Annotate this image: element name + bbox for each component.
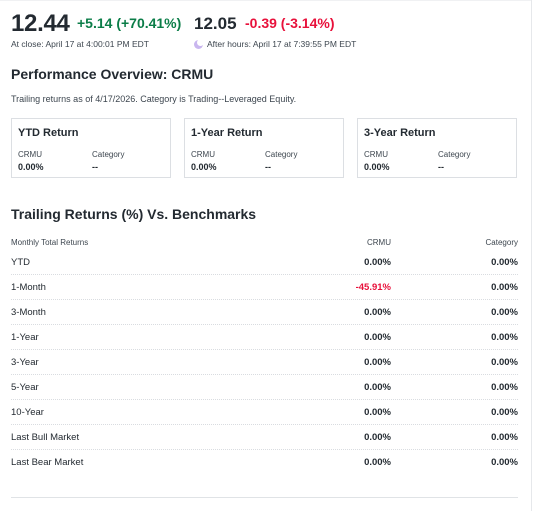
- card-symbol-label: CRMU: [18, 150, 42, 159]
- table-row: Last Bear Market 0.00% 0.00%: [11, 450, 518, 474]
- row-crmu-value: 0.00%: [364, 432, 391, 443]
- table-row: 3-Month 0.00% 0.00%: [11, 300, 518, 325]
- card-symbol-label: CRMU: [364, 150, 388, 159]
- trailing-note: Trailing returns as of 4/17/2026. Catego…: [11, 94, 297, 104]
- row-category-value: 0.00%: [491, 457, 518, 468]
- row-category-value: 0.00%: [491, 307, 518, 318]
- 3-year-return-card: 3-Year Return CRMU Category 0.00% --: [357, 118, 517, 178]
- header-crmu: CRMU: [367, 238, 391, 247]
- top-border: [0, 0, 531, 1]
- row-label: Last Bull Market: [11, 432, 80, 443]
- ytd-return-card: YTD Return CRMU Category 0.00% --: [11, 118, 171, 178]
- row-crmu-value: 0.00%: [364, 307, 391, 318]
- table-row: Last Bull Market 0.00% 0.00%: [11, 425, 518, 450]
- row-category-value: 0.00%: [491, 432, 518, 443]
- row-category-value: 0.00%: [491, 282, 518, 293]
- row-crmu-value: -45.91%: [355, 282, 391, 293]
- row-crmu-value: 0.00%: [364, 257, 391, 268]
- row-crmu-value: 0.00%: [364, 332, 391, 343]
- price-change: +5.14 (+70.41%): [77, 15, 182, 31]
- after-hours-price: 12.05: [194, 14, 237, 33]
- quote-header: 12.44 +5.14 (+70.41%) 12.05 -0.39 (-3.14…: [11, 10, 521, 50]
- moon-icon: [194, 39, 204, 49]
- last-price: 12.44: [11, 10, 70, 37]
- card-symbol-value: 0.00%: [364, 162, 390, 172]
- card-category-value: --: [92, 162, 98, 172]
- table-row: 1-Year 0.00% 0.00%: [11, 325, 518, 350]
- row-category-value: 0.00%: [491, 332, 518, 343]
- header-period: Monthly Total Returns: [11, 238, 89, 247]
- card-title: 1-Year Return: [191, 127, 263, 139]
- trailing-returns-table: Monthly Total Returns CRMU Category YTD …: [11, 236, 518, 474]
- row-label: 1-Year: [11, 332, 39, 343]
- row-category-value: 0.00%: [491, 357, 518, 368]
- table-row: 5-Year 0.00% 0.00%: [11, 375, 518, 400]
- right-edge-divider: [531, 0, 532, 511]
- card-category-label: Category: [265, 150, 298, 159]
- card-category-label: Category: [92, 150, 125, 159]
- row-label: 1-Month: [11, 282, 46, 293]
- card-category-label: Category: [438, 150, 471, 159]
- table-row: 1-Month -45.91% 0.00%: [11, 275, 518, 300]
- card-symbol-value: 0.00%: [18, 162, 44, 172]
- card-title: 3-Year Return: [364, 127, 436, 139]
- row-label: YTD: [11, 257, 30, 268]
- row-crmu-value: 0.00%: [364, 382, 391, 393]
- table-row: YTD 0.00% 0.00%: [11, 250, 518, 275]
- row-crmu-value: 0.00%: [364, 457, 391, 468]
- card-category-value: --: [438, 162, 444, 172]
- row-label: 3-Year: [11, 357, 39, 368]
- section-divider: [11, 497, 518, 498]
- row-category-value: 0.00%: [491, 407, 518, 418]
- card-title: YTD Return: [18, 127, 79, 139]
- trailing-returns-title: Trailing Returns (%) Vs. Benchmarks: [11, 206, 257, 222]
- 1-year-return-card: 1-Year Return CRMU Category 0.00% --: [184, 118, 344, 178]
- table-row: 3-Year 0.00% 0.00%: [11, 350, 518, 375]
- card-symbol-label: CRMU: [191, 150, 215, 159]
- header-category: Category: [485, 238, 518, 247]
- row-label: 10-Year: [11, 407, 44, 418]
- performance-title: Performance Overview: CRMU: [11, 66, 214, 82]
- row-label: Last Bear Market: [11, 457, 84, 468]
- after-hours-info: After hours: April 17 at 7:39:55 PM EDT: [194, 39, 356, 49]
- table-row: 10-Year 0.00% 0.00%: [11, 400, 518, 425]
- table-header: Monthly Total Returns CRMU Category: [11, 236, 518, 250]
- row-label: 5-Year: [11, 382, 39, 393]
- card-category-value: --: [265, 162, 271, 172]
- row-crmu-value: 0.00%: [364, 357, 391, 368]
- after-hours-change: -0.39 (-3.14%): [245, 15, 335, 31]
- card-symbol-value: 0.00%: [191, 162, 217, 172]
- row-label: 3-Month: [11, 307, 46, 318]
- after-hours-time: After hours: April 17 at 7:39:55 PM EDT: [207, 39, 357, 49]
- row-category-value: 0.00%: [491, 382, 518, 393]
- at-close-time: At close: April 17 at 4:00:01 PM EDT: [11, 39, 149, 49]
- row-category-value: 0.00%: [491, 257, 518, 268]
- row-crmu-value: 0.00%: [364, 407, 391, 418]
